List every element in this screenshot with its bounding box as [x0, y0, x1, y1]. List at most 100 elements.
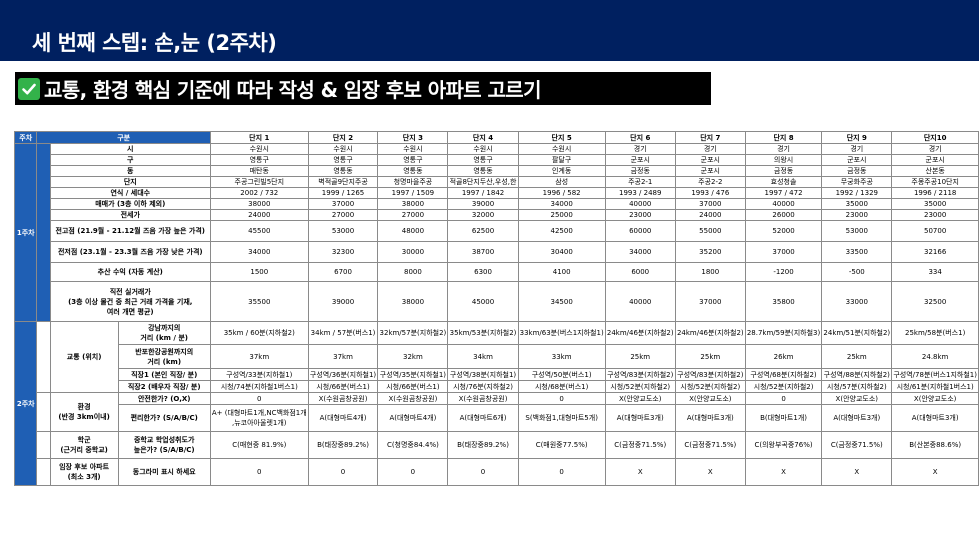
value-cell: 42500	[517, 220, 606, 242]
value-cell: 39000	[447, 198, 519, 210]
row-label-line: 여러 개면 평균)	[106, 307, 154, 316]
value-cell: 23000	[604, 209, 676, 221]
row-label: 추산 수익 (자동 계산)	[49, 262, 211, 282]
value-cell: -1200	[744, 262, 823, 282]
school-group-spacer	[36, 431, 51, 459]
value-cell: 37000	[674, 198, 746, 210]
value-cell: 33km	[517, 344, 606, 369]
value-cell: 28.7km/59분(지하철3)	[744, 321, 823, 345]
header-complex: 단지 2	[307, 131, 379, 144]
value-cell: B(산본중88.6%)	[891, 431, 979, 459]
value-cell: 구성역/38분(지하철1)	[447, 368, 519, 381]
value-cell: 팔달구	[517, 154, 606, 166]
value-cell: 0	[517, 392, 606, 405]
header-complex: 단지 5	[517, 131, 606, 144]
row-label: 직전 실거래가 (3층 이상 물건 중 최근 거래 가격을 기재, 여러 개면 평균…	[49, 281, 211, 322]
traffic-group-spacer	[36, 321, 51, 393]
row-label-line: 강남까지의	[148, 324, 181, 332]
value-cell: 8000	[377, 262, 449, 282]
value-cell: 주공2-1	[604, 176, 676, 188]
complex-comparison-table-wrap: 주차 구분 단지 1 단지 2 단지 3 단지 4 단지 5 단지 6 단지 7 단지 8 단지 9…	[13, 131, 979, 486]
value-cell: 영통동	[447, 165, 519, 177]
row-label: 단지	[49, 176, 211, 188]
school-group-label-line: (근거리 중학교)	[60, 446, 108, 454]
header-complex: 단지 1	[209, 131, 309, 144]
environment-group-label-line: (반경 3km이내)	[58, 413, 110, 421]
row-label: 편리한가? (S/A/B/C)	[117, 404, 211, 432]
value-cell: A(대형마트6개)	[447, 404, 519, 432]
value-cell: 수원시	[447, 143, 519, 155]
value-cell: A(대형마트3개)	[821, 404, 893, 432]
value-cell: 시청/57분(지하철2)	[821, 380, 893, 393]
value-cell: 효성청솔	[744, 176, 823, 188]
value-cell: 26km	[744, 344, 823, 369]
value-cell: 30400	[517, 241, 606, 263]
value-cell: 영통동	[307, 165, 379, 177]
candidate-group-label-line: 임장 후보 아파트	[59, 463, 110, 471]
value-cell: 군포시	[674, 154, 746, 166]
value-cell: X	[744, 458, 823, 486]
value-cell: 군포시	[891, 154, 979, 166]
row-label-line: 중학교 학업성취도가	[133, 436, 195, 444]
table-row: 전저점 (23.1월 - 23.3월 즈음 가장 낮은 가격) 34000 3230…	[15, 241, 979, 263]
value-cell: X	[604, 458, 676, 486]
value-cell: 40000	[604, 281, 676, 322]
table-row: 직장1 (본인 직장/ 분) 구성역/33분(지하철1) 구성역/36분(지하철1)…	[15, 368, 979, 381]
value-cell: 구성역/78분(버스1지하철1)	[891, 368, 979, 381]
header-complex: 단지 3	[377, 131, 449, 144]
header-category: 구분	[36, 131, 211, 144]
value-cell: 34500	[517, 281, 606, 322]
row-label: 연식 / 세대수	[49, 187, 211, 199]
row-label: 반포한강공원까지의 거리 (km)	[117, 344, 211, 369]
row-label: 전고점 (21.9월 - 21.12월 즈음 가장 높은 가격)	[49, 220, 211, 242]
row-label-line: 거리 (km)	[147, 357, 182, 366]
value-cell: 1997 / 1842	[447, 187, 519, 199]
value-cell: 35200	[674, 241, 746, 263]
value-cell: 35km / 60분(지하철2)	[209, 321, 309, 345]
value-cell: 24000	[209, 209, 309, 221]
value-cell: 32166	[891, 241, 979, 263]
header-complex: 단지 8	[744, 131, 823, 144]
value-cell: 25km	[674, 344, 746, 369]
traffic-group-label: 교통 (위치)	[49, 321, 119, 393]
row-label: 직장2 (배우자 직장/ 분)	[117, 380, 211, 393]
value-cell: 시청/76분(지하철2)	[447, 380, 519, 393]
subtitle-text: 교통, 환경 핵심 기준에 따라 작성 & 임장 후보 아파트 고르기	[44, 78, 541, 102]
value-cell: 1997 / 472	[744, 187, 823, 199]
value-cell: A(대형마트4개)	[307, 404, 379, 432]
env-group-spacer	[36, 392, 51, 432]
value-cell: 34km / 57분(버스1)	[307, 321, 379, 345]
row-label-line: 높은가? (S/A/B/C)	[133, 446, 195, 454]
value-cell: 33km/63분(버스1지하철1)	[517, 321, 606, 345]
value-cell: 26000	[744, 209, 823, 221]
value-cell: C(의왕부곡중76%)	[744, 431, 823, 459]
table-row: 임장 후보 아파트 (최소 3개) 동그라미 표시 하세요 0 0 0 0 0 X X X X X	[15, 458, 979, 486]
value-cell: X	[821, 458, 893, 486]
value-cell-line: ,뉴코아아울렛1개)	[232, 419, 287, 427]
value-cell: 23000	[891, 209, 979, 221]
value-cell: C(청명중84.4%)	[377, 431, 449, 459]
value-cell: 25km/58분(버스1)	[891, 321, 979, 345]
table-row: 직장2 (배우자 직장/ 분) 시청/74분(지하철1버스1) 시청/66분(버스1…	[15, 380, 979, 393]
row-label-line: (3층 이상 물건 중 최근 거래 가격을 기재,	[68, 297, 193, 306]
value-cell: 6300	[447, 262, 519, 282]
header-complex: 단지10	[891, 131, 979, 144]
value-cell: 40000	[744, 198, 823, 210]
table-row: 전세가 24000 27000 27000 32000 25000 23000 24000 26…	[15, 209, 979, 221]
value-cell: 1500	[209, 262, 309, 282]
value-cell: 시청/52분(지하철2)	[744, 380, 823, 393]
value-cell: 37000	[744, 241, 823, 263]
table-row: 단지 주공그린빌5단지 벽적골9단지주공 청명마을주공 적골8단지두산,우성,한 삼성 주공…	[15, 176, 979, 188]
value-cell: 군포시	[821, 154, 893, 166]
value-cell: 48000	[377, 220, 449, 242]
value-cell: 시청/74분(지하철1버스1)	[209, 380, 309, 393]
header-week: 주차	[13, 131, 38, 144]
row-label: 시	[49, 143, 211, 155]
candidate-group-label: 임장 후보 아파트 (최소 3개)	[49, 458, 119, 486]
value-cell: 수원시	[517, 143, 606, 155]
value-cell: 1997 / 1509	[377, 187, 449, 199]
value-cell: 산본동	[891, 165, 979, 177]
value-cell: 주공2-2	[674, 176, 746, 188]
school-group-label-line: 학군	[77, 436, 91, 444]
